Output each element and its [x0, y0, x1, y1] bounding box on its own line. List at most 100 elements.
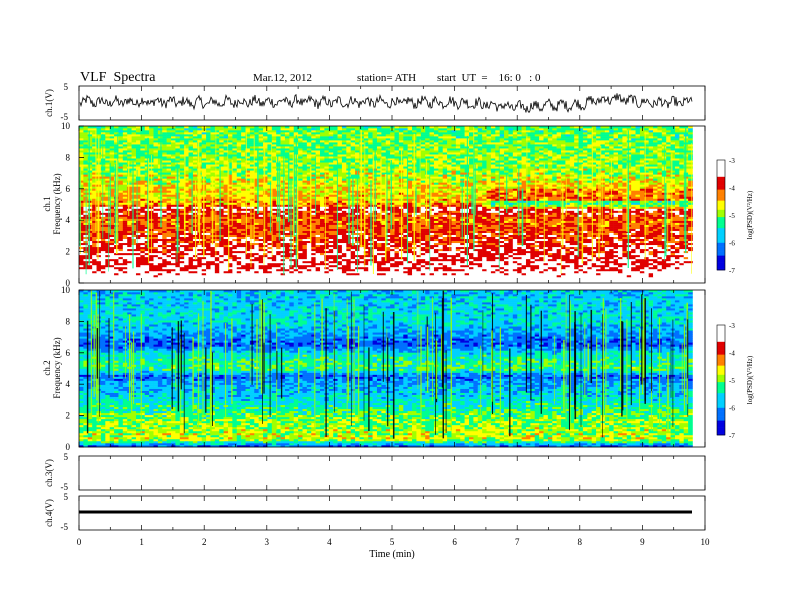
spectrogram-cell — [376, 232, 382, 235]
spectrogram-cell — [495, 224, 500, 227]
spectrogram-cell — [236, 212, 242, 215]
spectrogram-cell — [569, 266, 575, 270]
spectrogram-cell — [674, 252, 680, 256]
spectrogram-cell — [512, 214, 518, 217]
spectrogram-cell — [241, 218, 246, 221]
spectrogram-cell — [162, 254, 167, 258]
spectrogram-cell — [534, 240, 540, 244]
spectrogram-cell — [613, 268, 619, 272]
spectrogram-cell — [407, 212, 413, 215]
spectrogram-cell — [512, 280, 518, 284]
spectrogram-cell — [197, 268, 202, 272]
spectrogram-cell — [407, 238, 413, 242]
spectrogram-cell — [420, 228, 426, 231]
spectrogram-cell — [127, 268, 132, 272]
spectrogram-cell — [390, 264, 395, 268]
spectrogram-cell — [569, 240, 575, 244]
spectrogram-cell — [337, 226, 343, 229]
spectrogram-cell — [144, 236, 150, 240]
spectrogram-cell — [144, 234, 150, 237]
spectrogram-cell — [249, 230, 255, 233]
spectrogram-cell — [499, 230, 505, 233]
spectrogram-cell — [311, 252, 316, 256]
spectrogram-cell — [517, 240, 522, 244]
spectrogram-cell — [609, 242, 614, 246]
spectrogram-cell — [214, 212, 220, 215]
spectrogram-cell — [635, 276, 641, 280]
spectrogram-cell — [289, 222, 295, 225]
spectrogram-cell — [258, 276, 264, 280]
spectrogram-cell — [157, 228, 163, 231]
spectrogram-cell — [87, 214, 93, 217]
spectrogram-cell — [249, 242, 255, 246]
spectrogram-cell — [674, 238, 680, 242]
spectrogram-cell — [87, 210, 93, 213]
spectrogram-cell — [451, 230, 457, 233]
spectrogram-cell — [635, 260, 641, 264]
spectrogram-cell — [477, 252, 483, 256]
spectrogram-cell — [420, 234, 426, 237]
spectrogram-cell — [600, 276, 606, 280]
spectrogram-cell — [376, 222, 382, 225]
spectrogram-cell — [486, 256, 492, 260]
spectrogram-cell — [670, 230, 676, 233]
spectrogram-cell — [521, 222, 527, 225]
spectrogram-cell — [512, 234, 518, 237]
spectrogram-cell — [617, 250, 623, 254]
spectrogram-cell — [337, 216, 343, 219]
spectrogram-cell — [442, 272, 448, 276]
spectrogram-cell — [512, 232, 518, 235]
spectrogram-cell — [210, 266, 216, 270]
spectrogram-cell — [184, 226, 189, 229]
spectrogram-cell — [390, 222, 395, 225]
spectrogram-cell — [171, 272, 176, 276]
spectrogram-cell — [547, 254, 553, 258]
spectrogram-cell — [162, 246, 167, 250]
spectrogram-cell — [171, 252, 176, 256]
spectrogram-cell — [188, 234, 194, 237]
spectrogram-cell — [631, 278, 636, 282]
spectrogram-cell — [245, 232, 251, 235]
spectrogram-cell — [674, 222, 680, 225]
spectrogram-cell — [179, 220, 185, 223]
spectrogram-cell — [122, 220, 128, 223]
spectrogram-cell — [79, 232, 84, 235]
spectrogram-cell — [284, 280, 290, 284]
spectrogram-cell — [100, 280, 106, 284]
spectrogram-cell — [622, 252, 628, 256]
spectrogram-cell — [604, 268, 610, 272]
spectrogram-cell — [350, 270, 356, 274]
spectrogram-cell — [131, 244, 137, 248]
spectrogram-cell — [179, 270, 185, 274]
spectrogram-cell — [306, 278, 312, 282]
spectrogram-cell — [179, 250, 185, 254]
spectrogram-cell — [227, 234, 233, 237]
spectrogram-cell — [438, 212, 443, 215]
spectrogram-cell — [302, 244, 308, 248]
spectrogram-cell — [521, 226, 527, 229]
spectrogram-cell — [390, 230, 395, 233]
spectrogram-cell — [469, 216, 474, 219]
spectrogram-cell — [122, 214, 128, 217]
spectrogram-cell — [153, 240, 159, 244]
spectrogram-cell — [122, 252, 128, 256]
spectrogram-cell — [591, 240, 597, 244]
spectrogram-cell — [390, 238, 395, 242]
spectrogram-cell — [622, 270, 628, 274]
spectrogram-cell — [539, 262, 544, 266]
spectrogram-cell — [289, 230, 295, 233]
spectrogram-cell — [613, 216, 619, 219]
spectrogram-cell — [153, 248, 159, 252]
spectrogram-cell — [552, 278, 557, 282]
spectrogram-cell — [582, 234, 588, 237]
spectrogram-cell — [596, 260, 601, 264]
spectrogram-cell — [122, 232, 128, 235]
spectrogram-cell — [398, 270, 404, 274]
spectrogram-cell — [135, 256, 141, 260]
spectrogram-cell — [556, 232, 562, 235]
spectrogram-cell — [609, 244, 614, 248]
spectrogram-cell — [324, 262, 330, 266]
spectrogram-cell — [433, 234, 439, 237]
spectrogram-cell — [210, 272, 216, 276]
spectrogram-cell — [241, 264, 246, 268]
